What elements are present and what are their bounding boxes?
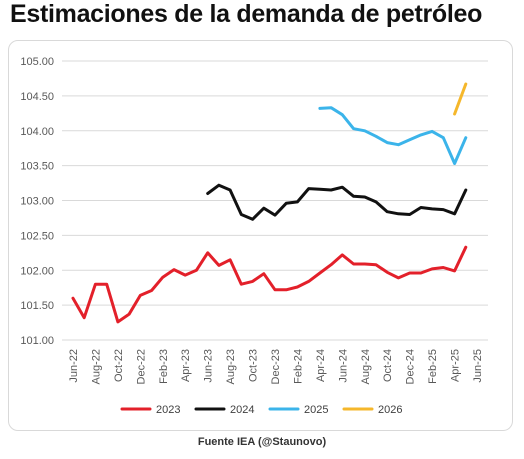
x-axis-ticks: Jun-22 Aug-22 Oct-22 Dec-22 Feb-23 Apr-23 Jun-… — [68, 349, 484, 384]
y-tick-label: 104.50 — [20, 91, 54, 103]
x-tick-label: Dec-24 — [405, 349, 417, 384]
x-tick-label: Jun-24 — [337, 349, 349, 383]
x-tick-label: Aug-24 — [360, 349, 372, 384]
x-tick-label: Aug-23 — [225, 349, 237, 384]
y-tick-label: 104.00 — [20, 126, 54, 138]
x-tick-label: Apr-24 — [315, 349, 327, 382]
legend-label-2026: 2026 — [378, 404, 402, 416]
gridlines — [62, 60, 488, 341]
legend-label-2023: 2023 — [156, 404, 180, 416]
y-tick-label: 103.50 — [20, 161, 54, 173]
legend-label-2025: 2025 — [304, 404, 328, 416]
x-tick-label: Apr-23 — [180, 349, 192, 382]
x-tick-label: Feb-23 — [158, 349, 170, 384]
y-tick-label: 102.50 — [20, 230, 54, 242]
page-title: Estimaciones de la demanda de petróleo — [10, 0, 483, 28]
x-tick-label: Oct-23 — [248, 349, 260, 382]
x-tick-label: Feb-24 — [292, 349, 304, 384]
x-tick-label: Feb-25 — [427, 349, 439, 384]
legend: 2023 2024 2025 2026 — [120, 404, 402, 416]
x-tick-label: Jun-23 — [203, 349, 215, 383]
y-tick-label: 105.00 — [20, 56, 54, 68]
x-tick-label: Oct-24 — [382, 349, 394, 382]
series-line-2023 — [71, 245, 468, 324]
x-tick-label: Jun-22 — [68, 349, 80, 383]
y-axis-ticks: 101.00 101.50 102.00 102.50 103.00 103.50 104.… — [20, 56, 54, 347]
x-tick-label: Jun-25 — [472, 349, 484, 383]
x-tick-label: Aug-22 — [90, 349, 102, 384]
y-tick-label: 103.00 — [20, 196, 54, 208]
legend-label-2024: 2024 — [230, 404, 254, 416]
y-tick-label: 102.00 — [20, 265, 54, 277]
y-tick-label: 101.00 — [20, 335, 54, 347]
series-line-2024 — [206, 183, 468, 221]
x-tick-label: Apr-25 — [450, 349, 462, 382]
series-lines — [71, 82, 468, 324]
x-tick-label: Oct-22 — [113, 349, 125, 382]
x-tick-label: Dec-23 — [270, 349, 282, 384]
line-chart: 101.00 101.50 102.00 102.50 103.00 103.50 104.… — [20, 56, 488, 416]
series-line-2026 — [453, 82, 468, 116]
y-tick-label: 101.50 — [20, 300, 54, 312]
series-line-2025 — [318, 106, 468, 165]
source-note: Fuente IEA (@Staunovo) — [197, 436, 327, 448]
x-tick-label: Dec-22 — [135, 349, 147, 384]
